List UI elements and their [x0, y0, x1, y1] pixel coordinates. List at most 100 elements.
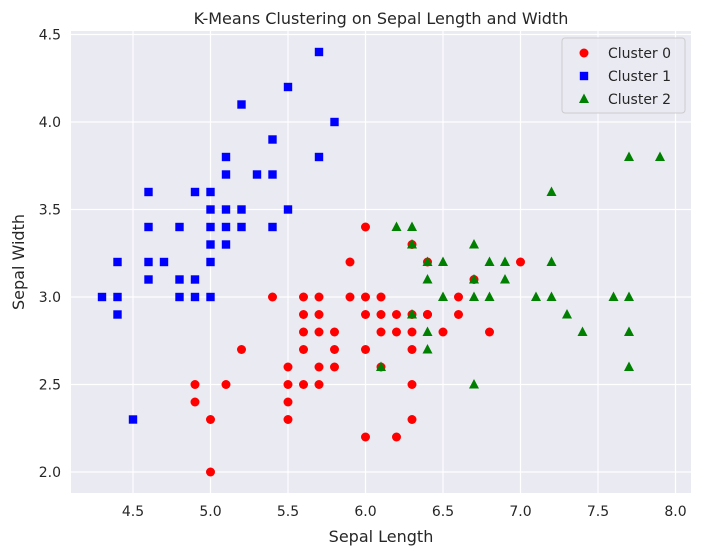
data-point-circle [345, 257, 355, 267]
data-point-triangle [484, 291, 495, 301]
data-point-circle [314, 380, 324, 389]
data-point-square [268, 135, 277, 144]
data-point-circle [206, 415, 215, 424]
x-tick-label: 6.0 [354, 504, 376, 520]
data-point-square [175, 275, 184, 284]
data-point-circle [314, 362, 324, 372]
y-tick-label: 3.0 [39, 290, 61, 306]
legend: Cluster 0 Cluster 1 Cluster 2 [561, 37, 686, 114]
data-point-circle [454, 310, 463, 319]
data-point-square [144, 222, 153, 232]
data-point-circle [299, 292, 308, 302]
series-square [97, 47, 339, 424]
data-point-square [144, 257, 153, 267]
data-point-circle [314, 327, 324, 337]
data-point-triangle [624, 291, 634, 301]
legend-marker-circle [579, 48, 589, 58]
data-point-circle [392, 327, 401, 337]
data-point-square [206, 222, 215, 232]
data-point-triangle [469, 239, 479, 249]
legend-label: Cluster 0 [608, 46, 671, 62]
data-point-triangle [624, 151, 634, 161]
data-point-triangle [546, 256, 557, 266]
data-point-square [221, 205, 231, 214]
data-point-circle [283, 380, 293, 389]
x-tick-label: 5.5 [277, 504, 299, 520]
y-tick-label: 2.5 [39, 378, 61, 394]
data-point-circle [485, 327, 494, 337]
data-point-square [113, 292, 122, 302]
data-point-circle [392, 432, 401, 442]
data-point-triangle [469, 274, 479, 284]
data-point-circle [314, 292, 324, 302]
data-point-square [206, 292, 215, 302]
data-point-square [268, 222, 277, 232]
data-point-square [237, 205, 246, 214]
data-point-circle [190, 397, 200, 407]
data-point-square [159, 257, 169, 267]
y-tick-label: 3.5 [39, 203, 61, 219]
data-point-circle [407, 380, 417, 389]
data-point-triangle [546, 291, 557, 301]
legend-box [561, 37, 686, 114]
data-point-triangle [469, 379, 479, 389]
data-point-circle [376, 327, 386, 337]
data-point-square [237, 100, 246, 109]
data-point-square [237, 222, 246, 232]
data-point-circle [268, 292, 277, 302]
legend-label: Cluster 2 [608, 92, 671, 108]
x-tick-label: 6.5 [432, 504, 454, 520]
data-point-triangle [422, 326, 433, 336]
data-point-circle [438, 327, 448, 337]
data-point-circle [314, 310, 324, 319]
data-point-triangle [422, 344, 433, 354]
data-point-square [206, 205, 215, 214]
data-point-square [268, 170, 277, 179]
chart-title: K-Means Clustering on Sepal Length and W… [194, 9, 569, 28]
y-tick-label: 2.0 [39, 465, 61, 481]
data-point-circle [361, 432, 370, 442]
data-point-circle [299, 345, 308, 354]
series-circle [190, 222, 525, 477]
series-triangle [376, 151, 665, 389]
data-point-circle [361, 222, 370, 232]
data-point-circle [407, 345, 417, 354]
legend-marker-triangle [579, 93, 589, 103]
data-point-square [190, 292, 200, 302]
data-point-circle [407, 415, 417, 424]
data-point-square [175, 222, 184, 232]
data-point-circle [237, 345, 246, 354]
data-point-circle [299, 310, 308, 319]
data-point-square [128, 415, 138, 424]
data-point-triangle [407, 239, 417, 249]
data-point-triangle [531, 291, 541, 301]
data-point-triangle [562, 309, 572, 319]
data-point-square [206, 187, 215, 197]
data-point-square [206, 240, 215, 249]
data-point-square [330, 117, 339, 127]
data-point-circle [330, 362, 339, 372]
data-point-circle [330, 345, 339, 354]
data-point-circle [392, 310, 401, 319]
data-point-triangle [500, 256, 510, 266]
data-point-circle [516, 257, 525, 267]
data-point-triangle [484, 256, 495, 266]
data-point-square [113, 310, 122, 319]
data-point-square [113, 257, 122, 267]
data-point-triangle [422, 256, 433, 266]
data-point-triangle [655, 151, 665, 161]
data-point-circle [376, 310, 386, 319]
data-point-triangle [407, 309, 417, 319]
data-point-square [252, 170, 262, 179]
data-point-triangle [577, 326, 588, 336]
data-point-triangle [500, 274, 510, 284]
legend-marker-square [579, 71, 589, 81]
data-point-circle [423, 310, 432, 319]
data-point-triangle [469, 291, 479, 301]
data-point-triangle [422, 274, 433, 284]
data-point-triangle [624, 361, 634, 371]
data-point-square [221, 170, 231, 179]
data-point-triangle [438, 256, 448, 266]
data-point-triangle [624, 326, 634, 336]
